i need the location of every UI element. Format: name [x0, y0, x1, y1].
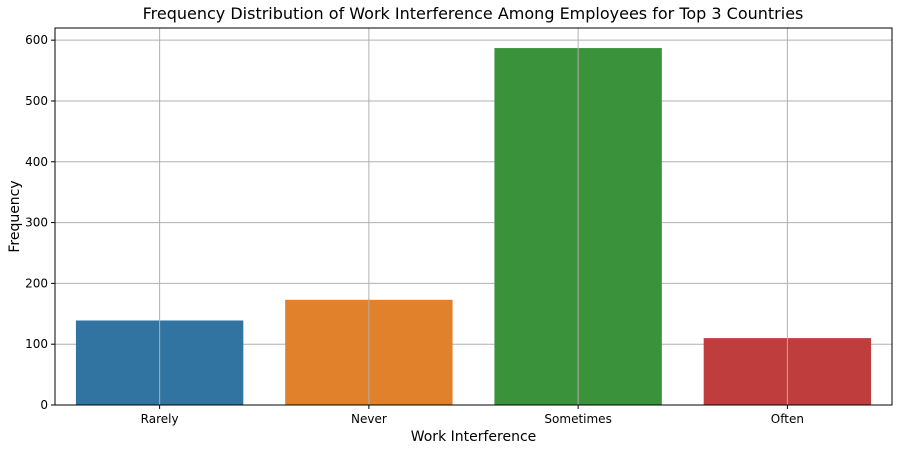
chart-title: Frequency Distribution of Work Interfere… [143, 4, 804, 23]
y-tick-label: 300 [25, 216, 48, 230]
plot-frame [54, 27, 893, 406]
y-tick-label: 400 [25, 155, 48, 169]
x-tick-layer: Rarely Never Sometimes Often [141, 405, 804, 426]
y-tick-label: 500 [25, 94, 48, 108]
y-tick-label: 0 [40, 398, 48, 412]
x-axis-title: Work Interference [411, 429, 537, 445]
x-tick-label: Sometimes [544, 412, 611, 426]
x-tick-label: Never [351, 412, 387, 426]
y-axis-title: Frequency [7, 180, 23, 252]
bar-layer [75, 48, 872, 405]
y-tick-layer: 0 100 200 300 400 500 600 [25, 33, 55, 412]
vertical-grid-layer [159, 28, 788, 405]
y-tick-label: 600 [25, 33, 48, 47]
x-tick-label: Rarely [141, 412, 179, 426]
x-tick-label: Often [771, 412, 804, 426]
y-tick-label: 200 [25, 276, 48, 290]
y-tick-label: 100 [25, 337, 48, 351]
